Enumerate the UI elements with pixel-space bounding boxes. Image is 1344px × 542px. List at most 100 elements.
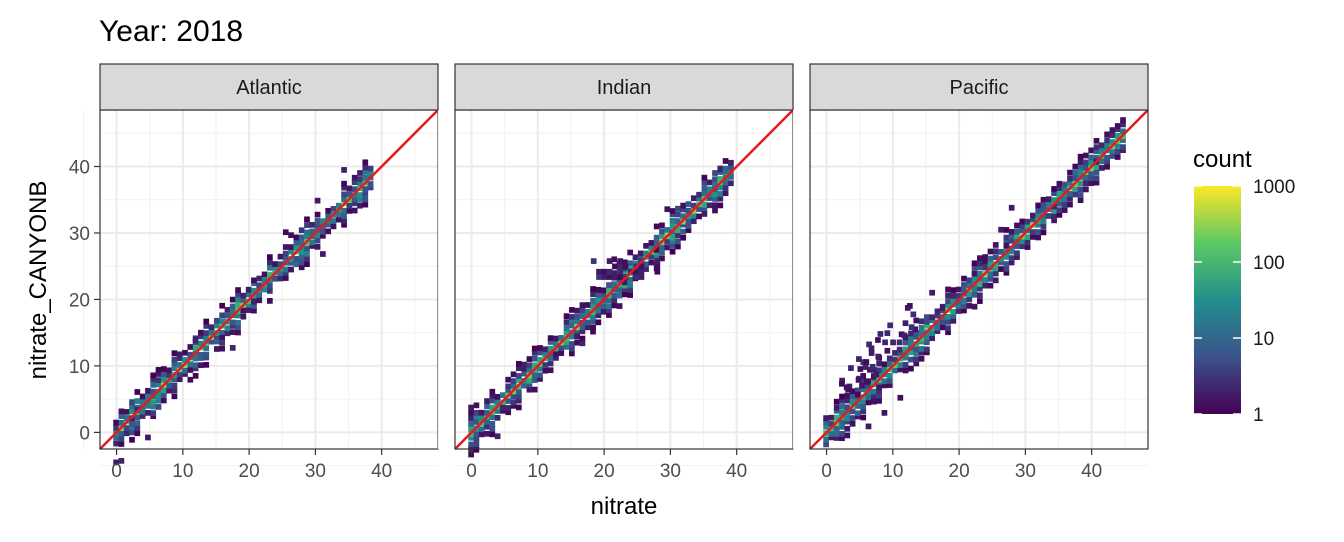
bin-cell: [595, 307, 602, 314]
bin-cell: [612, 274, 618, 280]
bin-cell: [616, 303, 623, 309]
bin-cell: [293, 234, 300, 241]
bin-cell: [192, 355, 199, 362]
bin-cell: [521, 382, 527, 389]
bin-cell: [643, 250, 649, 257]
bin-cell: [977, 298, 983, 304]
bin-cell: [261, 286, 268, 293]
bin-cell: [977, 281, 983, 287]
bin-cell: [235, 296, 241, 303]
bin-cell: [701, 211, 708, 217]
bin-cell: [563, 344, 570, 350]
bin-cell: [918, 330, 925, 337]
bin-cell: [653, 249, 660, 256]
x-tick-label: 20: [594, 461, 615, 482]
bin-cell: [484, 419, 490, 425]
bin-cell: [1088, 170, 1095, 177]
bin-cell: [357, 170, 363, 176]
bin-cell: [150, 413, 157, 420]
bin-cell: [849, 388, 856, 395]
bin-cell: [489, 392, 496, 399]
bin-cell: [717, 195, 724, 202]
bin-cell: [680, 206, 687, 213]
bin-cell: [627, 260, 634, 267]
bin-cell: [171, 382, 178, 389]
bin-cell: [945, 329, 951, 336]
bin-cell: [1030, 234, 1036, 240]
bin-cell: [606, 287, 612, 293]
bin-cell: [314, 211, 321, 218]
bin-cell: [494, 433, 501, 440]
bin-cell: [267, 298, 273, 304]
bin-cell: [240, 313, 247, 320]
bin-cell: [568, 350, 575, 357]
bin-cell: [590, 297, 596, 304]
bin-cell: [568, 341, 575, 347]
bin-cell: [468, 415, 474, 421]
bin-cell: [288, 244, 294, 250]
bin-cell: [351, 207, 358, 214]
facet-strip: [809, 63, 1149, 111]
bin-cell: [584, 324, 591, 331]
bin-cell: [612, 263, 618, 270]
bin-cell: [574, 307, 580, 314]
bin-cell: [844, 432, 851, 439]
bin-cell: [643, 243, 649, 249]
bin-cell: [902, 320, 909, 327]
facets: Atlantic 0 10 20 30 40 Indian 0 10 20 30 40 Pacific 0…: [82, 63, 1149, 482]
bin-cell: [1072, 175, 1079, 182]
bin-cell: [881, 361, 888, 368]
bin-cell: [913, 317, 920, 324]
bin-cell: [860, 414, 867, 421]
bin-cell: [176, 351, 183, 358]
bin-cell: [1008, 204, 1015, 211]
bin-cell: [1077, 197, 1084, 204]
identity-line: [809, 109, 1149, 450]
bin-cell: [346, 185, 353, 192]
legend-tick-label: 10: [1253, 329, 1274, 350]
bin-cell: [712, 207, 718, 214]
bin-cell: [531, 371, 538, 378]
bin-cell: [945, 314, 951, 320]
bin-cell: [1008, 248, 1015, 255]
bin-cell: [515, 404, 522, 411]
bin-cell: [219, 334, 225, 341]
bin-cell: [325, 221, 332, 228]
bin-cell: [129, 403, 135, 410]
bin-cell: [1072, 169, 1079, 176]
facet-strip-label: Indian: [597, 77, 652, 99]
bin-cell: [213, 346, 220, 352]
bin-cell: [1061, 201, 1068, 208]
bin-cell: [526, 356, 533, 362]
bin-cell: [892, 350, 898, 356]
bin-cell: [823, 423, 829, 430]
bin-cell: [219, 302, 225, 309]
bin-cell: [568, 322, 575, 329]
bin-cell: [574, 333, 580, 340]
bin-cell: [510, 393, 517, 400]
bin-cell: [902, 354, 909, 361]
bin-cell: [664, 238, 671, 245]
bin-cell: [701, 190, 708, 196]
bin-cell: [320, 251, 326, 257]
bin-cell: [992, 277, 999, 284]
bin-cell: [235, 323, 241, 330]
bin-cell: [1003, 234, 1010, 241]
bin-cell: [510, 371, 517, 378]
bin-cell: [680, 202, 687, 209]
bin-cell: [912, 326, 919, 333]
bin-cell: [515, 373, 522, 379]
bin-cell: [267, 288, 273, 294]
bin-cell: [314, 222, 321, 228]
bin-cell: [579, 340, 586, 347]
bin-cell: [484, 410, 490, 416]
bin-cell: [971, 270, 978, 277]
bin-cell: [939, 305, 946, 311]
bin-cell: [918, 346, 925, 352]
bin-cell: [653, 234, 660, 241]
bin-cell: [987, 282, 994, 289]
bin-cell: [500, 392, 506, 399]
bin-cell: [860, 398, 867, 404]
bin-cell: [362, 196, 369, 203]
bin-cell: [1093, 148, 1100, 155]
